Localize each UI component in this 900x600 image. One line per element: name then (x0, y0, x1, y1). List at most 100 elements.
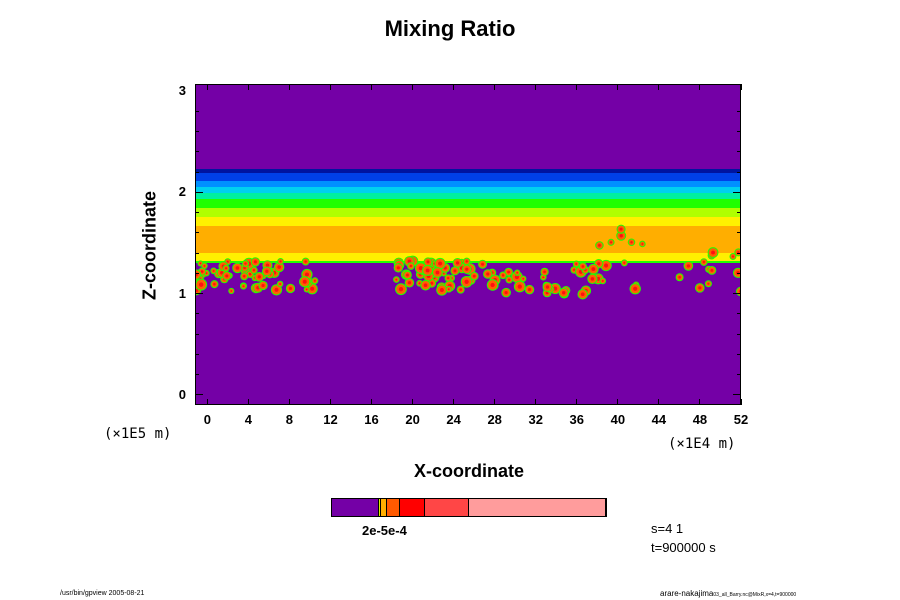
colorbar-segment (378, 499, 382, 516)
x-tick-label: 40 (610, 412, 626, 427)
y-tick (737, 272, 741, 274)
x-tick (412, 399, 414, 405)
particle (522, 277, 525, 280)
particle (507, 270, 510, 274)
y-tick (195, 374, 199, 376)
y-unit-label: (×1E5 m) (104, 426, 172, 442)
footer-left: /usr/bin/gpview 2005-08-21 (60, 590, 145, 597)
particle (196, 288, 199, 293)
x-tick (371, 84, 373, 90)
band-blue (196, 173, 740, 181)
particle (279, 260, 282, 263)
x-tick-label: 16 (364, 412, 379, 427)
y-tick (195, 151, 199, 153)
x-tick-label: 32 (528, 412, 543, 427)
particle (517, 284, 522, 289)
x-tick (288, 399, 290, 405)
y-tick (737, 212, 741, 214)
particle (459, 288, 462, 291)
y-tick (737, 252, 741, 254)
footer-author: arare-nakajima (660, 589, 714, 598)
particle (304, 260, 307, 263)
x-tick-label: 44 (651, 412, 667, 427)
x-tick (247, 84, 249, 90)
particle (486, 272, 490, 276)
y-tick (737, 313, 741, 315)
particle (242, 285, 245, 288)
particle (248, 273, 252, 276)
particle (698, 286, 702, 290)
x-tick-label: 52 (733, 412, 749, 427)
particle (455, 261, 460, 265)
particle (465, 267, 469, 271)
colorbar-segment (400, 499, 426, 516)
particle (426, 260, 430, 264)
particle (265, 269, 269, 274)
y-tick (737, 131, 741, 133)
particle (439, 287, 444, 293)
particle (623, 261, 626, 264)
x-tick-label: 24 (446, 412, 461, 427)
x-tick-label: 0 (203, 412, 211, 427)
particle (265, 263, 270, 268)
particle (242, 275, 246, 278)
colorbar-segment (425, 499, 469, 516)
particle (225, 274, 229, 278)
colorbar-segment (386, 499, 401, 516)
y-tick (737, 333, 741, 335)
particle (200, 270, 204, 273)
particle (553, 286, 558, 291)
particle (277, 265, 282, 269)
particle (581, 265, 585, 268)
x-tick (494, 399, 496, 405)
x-tick (453, 399, 455, 405)
y-tick (195, 333, 199, 335)
x-tick (453, 84, 455, 90)
particle (395, 278, 398, 281)
particle (516, 271, 519, 274)
particle (313, 279, 316, 282)
band-teal (196, 193, 740, 199)
particle (438, 261, 443, 266)
x-tick (699, 84, 701, 90)
footer-file: 03_all_Barry.nc@MixR,x=4,t=900000 (713, 592, 797, 598)
particle (409, 264, 413, 268)
particle (220, 271, 224, 275)
particle (702, 260, 706, 264)
annotation-s: s=4 1 (651, 521, 684, 536)
cloud-particles (196, 224, 740, 300)
x-tick (535, 84, 537, 90)
particle (288, 286, 293, 291)
particle (310, 286, 315, 291)
particle (543, 270, 546, 274)
band-cyan (196, 187, 740, 193)
y-axis-label: Z-coordinate (139, 191, 160, 301)
x-tick (288, 84, 290, 90)
particle (225, 267, 228, 270)
y-tick (195, 131, 199, 133)
particle (619, 233, 623, 238)
particle (198, 282, 204, 287)
particle (230, 290, 233, 292)
x-tick (412, 84, 414, 90)
particle (425, 268, 430, 273)
y-tick (737, 232, 741, 234)
particle (196, 270, 201, 279)
particle (472, 274, 476, 278)
particle (610, 241, 613, 244)
particle (601, 280, 604, 282)
chart-title: Mixing Ratio (384, 16, 516, 41)
y-tick (195, 353, 199, 355)
particle (465, 260, 468, 263)
x-tick (206, 84, 208, 90)
particle (545, 285, 550, 289)
particle (464, 279, 469, 284)
band-yellow-lower (196, 253, 740, 261)
particle (226, 260, 229, 263)
band-yellow (196, 217, 740, 226)
y-tick (733, 191, 741, 193)
x-tick-label: 8 (285, 412, 294, 427)
y-tick (195, 394, 203, 396)
particle (304, 272, 309, 277)
particle (603, 263, 609, 268)
